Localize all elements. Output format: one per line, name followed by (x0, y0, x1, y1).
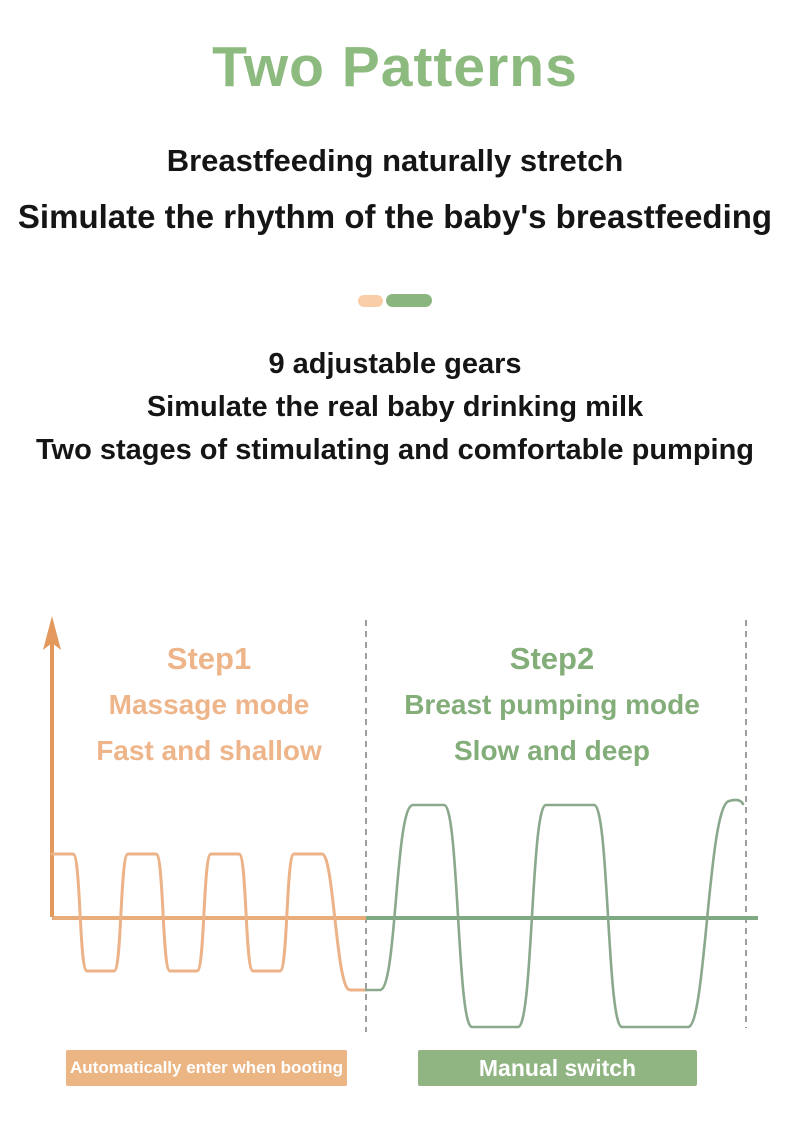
step2-badge: Manual switch (418, 1050, 697, 1086)
step2-label-block: Step2 Breast pumping mode Slow and deep (366, 642, 738, 766)
step2-pumping-wave (364, 798, 745, 1029)
page-title: Two Patterns (212, 35, 578, 99)
feature-line-3: Two stages of stimulating and comfortabl… (35, 434, 755, 466)
subtitle-line-2: Simulate the rhythm of the baby's breast… (17, 198, 773, 235)
step2-desc: Slow and deep (453, 735, 651, 766)
divider-green-pill-icon (386, 294, 432, 307)
feature-line-2: Simulate the real baby drinking milk (146, 391, 644, 423)
step2-mode: Breast pumping mode (404, 689, 700, 720)
section-divider (0, 294, 790, 307)
step1-mode: Massage mode (108, 689, 310, 720)
step1-label-block: Step1 Massage mode Fast and shallow (52, 642, 366, 766)
waveform-diagram (43, 616, 758, 1032)
step1-badge: Automatically enter when booting (66, 1050, 347, 1086)
divider-orange-pill-icon (358, 294, 383, 307)
y-axis-arrow-icon (43, 616, 61, 650)
step1-title: Step1 (166, 641, 252, 676)
step1-massage-wave (50, 852, 368, 992)
step1-desc: Fast and shallow (96, 735, 322, 766)
subtitle-line-1: Breastfeeding naturally stretch (166, 143, 624, 178)
step2-title: Step2 (509, 641, 595, 676)
feature-line-1: 9 adjustable gears (268, 348, 522, 380)
